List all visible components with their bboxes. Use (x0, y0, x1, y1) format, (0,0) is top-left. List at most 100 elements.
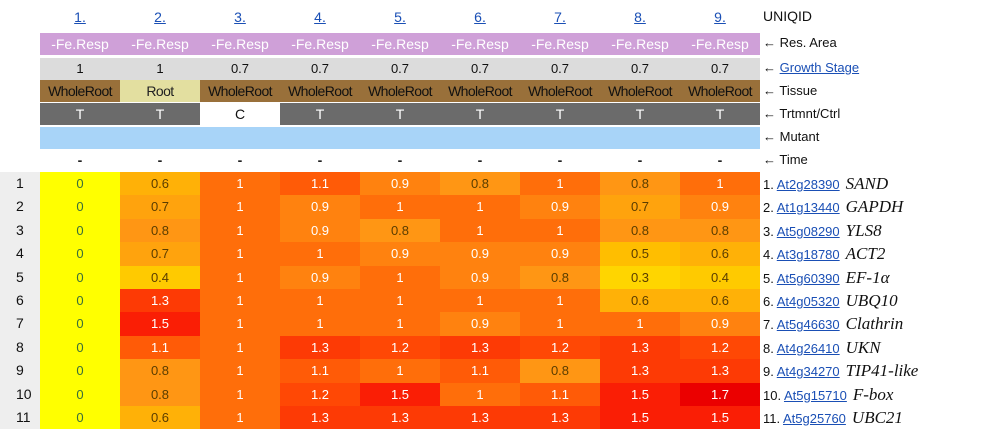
res-area-cell: -Fe.Resp (40, 33, 120, 55)
time-legend: ← Time (763, 152, 808, 167)
treatment-cell: T (680, 103, 760, 125)
res-area-cell: -Fe.Resp (520, 33, 600, 55)
heat-cell: 0 (40, 289, 120, 313)
row-number: 7 (0, 312, 40, 336)
mutant-cell (40, 127, 120, 149)
treatment-cell: T (120, 103, 200, 125)
heat-cell: 1.2 (360, 335, 440, 360)
growth-stage-cell: 1 (40, 58, 120, 80)
row-number: 10 (0, 382, 40, 406)
mutant-row (40, 127, 760, 149)
column-index-link[interactable]: 6. (474, 9, 486, 25)
gene-accession-link[interactable]: At5g60390 (776, 270, 840, 286)
gene-accession-link[interactable]: At4g34270 (776, 364, 840, 380)
gene-accession-link[interactable]: At5g15710 (783, 387, 847, 403)
gene-accession-link[interactable]: At3g18780 (776, 247, 840, 263)
gene-row-label: 7. At5g46630 Clathrin (763, 313, 903, 335)
time-row: --------- (40, 150, 760, 170)
heat-cell: 1.3 (600, 359, 680, 383)
gene-accession-link[interactable]: At5g46630 (776, 317, 840, 333)
gene-row-prefix: 11. (763, 411, 784, 426)
heat-cell: 0 (40, 172, 120, 196)
heat-cell: 1 (360, 359, 440, 383)
gene-accession-link[interactable]: At2g28390 (776, 177, 840, 192)
growth-stage-link[interactable]: Growth Stage (779, 60, 860, 75)
heat-cell: 1.3 (520, 406, 600, 430)
res-area-row: -Fe.Resp -Fe.Resp -Fe.Resp -Fe.Resp -Fe.Resp… (40, 33, 760, 55)
heat-cell: 1 (280, 312, 360, 336)
heat-cell: 0.9 (440, 242, 520, 266)
time-cell: - (397, 152, 403, 168)
heat-cell: 0.4 (120, 265, 200, 289)
heat-cell: 1.5 (360, 382, 440, 406)
heat-cell: 0.9 (280, 265, 360, 289)
treatment-cell: C (200, 103, 280, 125)
row-number: 5 (0, 265, 40, 289)
column-index-link[interactable]: 3. (234, 9, 246, 25)
growth-stage-cell: 0.7 (520, 58, 600, 80)
tissue-cell: WholeRoot (680, 80, 760, 102)
row-number: 3 (0, 218, 40, 243)
gene-row-prefix: 5. (763, 270, 777, 286)
res-area-cell: -Fe.Resp (280, 33, 360, 55)
time-cell: - (77, 152, 83, 168)
gene-row-prefix: 3. (763, 223, 777, 239)
column-index-link[interactable]: 9. (714, 9, 726, 25)
mutant-legend: ← Mutant (763, 129, 820, 144)
heat-cell: 0.9 (360, 242, 440, 266)
heatmap-row: 1 0 0.6 1 1.1 0.9 0.8 1 0.8 1 (0, 172, 760, 196)
gene-accession-link[interactable]: At5g25760 (783, 411, 846, 426)
mutant-cell (200, 127, 280, 149)
gene-row-label: 2. At1g13440 GAPDH (763, 196, 903, 218)
gene-accession-link[interactable]: At4g05320 (776, 294, 840, 309)
heatmap-row: 9 0 0.8 1 1.1 1 1.1 0.8 1.3 1.3 (0, 359, 760, 383)
heat-cell: 0.8 (120, 382, 200, 406)
gene-name: F-box (852, 384, 894, 404)
res-area-legend: ← Res. Area (763, 35, 837, 50)
gene-row-label: 10. At5g15710 F-box (763, 384, 893, 406)
growth-stage-cell: 0.7 (680, 58, 760, 80)
column-index-link[interactable]: 1. (74, 9, 86, 25)
column-index-link[interactable]: 2. (154, 9, 166, 25)
heat-cell: 1.3 (600, 335, 680, 360)
gene-accession-link[interactable]: At5g08290 (776, 223, 840, 239)
heat-cell: 1 (200, 195, 280, 219)
heat-cell: 1 (200, 172, 280, 196)
growth-stage-cell: 1 (120, 58, 200, 80)
gene-row-prefix: 2. (763, 200, 777, 216)
column-index-link[interactable]: 8. (634, 9, 646, 25)
treatment-cell: T (360, 103, 440, 125)
tissue-cell: WholeRoot (200, 80, 280, 102)
gene-accession-link[interactable]: At4g26410 (776, 340, 840, 356)
row-number: 8 (0, 335, 40, 360)
gene-name: UKN (845, 337, 881, 357)
row-number: 11 (0, 406, 40, 430)
column-index-link[interactable]: 4. (314, 9, 326, 25)
heat-cell: 0.9 (520, 195, 600, 219)
column-index-row: 1. 2. 3. 4. 5. 6. 7. 8. 9. (40, 6, 760, 28)
gene-name: Clathrin (845, 314, 904, 334)
heat-cell: 1.1 (520, 382, 600, 406)
gene-accession-link[interactable]: At1g13440 (776, 200, 840, 216)
heat-cell: 0.9 (360, 172, 440, 196)
heat-cell: 1 (520, 172, 600, 196)
column-index-link[interactable]: 5. (394, 9, 406, 25)
res-area-cell: -Fe.Resp (120, 33, 200, 55)
heat-cell: 1 (520, 218, 600, 243)
tissue-cell: WholeRoot (600, 80, 680, 102)
heat-cell: 0.8 (680, 218, 760, 243)
heat-cell: 1 (360, 195, 440, 219)
heat-cell: 0.6 (600, 289, 680, 313)
heat-cell: 1 (200, 312, 280, 336)
heat-cell: 0.8 (120, 218, 200, 243)
gene-row-prefix: 1. (763, 177, 777, 192)
heatmap-row: 3 0 0.8 1 0.9 0.8 1 1 0.8 0.8 (0, 218, 760, 243)
heat-cell: 0.7 (600, 195, 680, 219)
row-number: 6 (0, 289, 40, 313)
column-index-link[interactable]: 7. (554, 9, 566, 25)
row-number: 9 (0, 359, 40, 383)
growth-stage-row: 1 1 0.7 0.7 0.7 0.7 0.7 0.7 0.7 (40, 58, 760, 80)
res-area-cell: -Fe.Resp (200, 33, 280, 55)
gene-row-label: 8. At4g26410 UKN (763, 337, 881, 359)
heat-cell: 0 (40, 242, 120, 266)
